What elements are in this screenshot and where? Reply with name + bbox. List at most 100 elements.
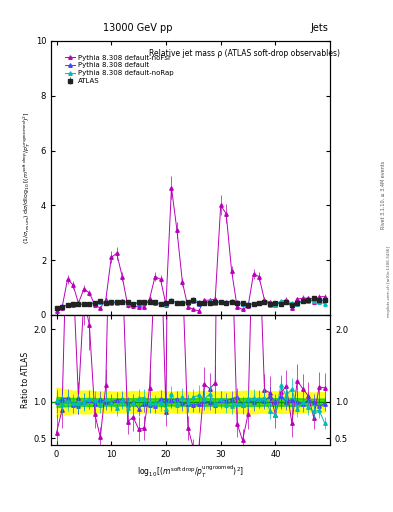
Pythia 8.308 default-noRap (147, 298, 152, 305)
Pythia 8.308 default-noFsr (257, 273, 261, 280)
Pythia 8.308 default-noFsr (131, 303, 136, 309)
Pythia 8.308 default (284, 300, 289, 306)
Pythia 8.308 default (65, 302, 70, 308)
Y-axis label: $(1/\sigma_\mathrm{resum})$ d$\sigma$/d$\log_{10}[(m^\mathrm{soft\,drop}/p_T^\ma: $(1/\sigma_\mathrm{resum})$ d$\sigma$/d$… (22, 112, 33, 244)
Pythia 8.308 default-noFsr (92, 302, 97, 308)
Pythia 8.308 default-noFsr (284, 296, 289, 303)
Pythia 8.308 default (60, 303, 64, 309)
Pythia 8.308 default (219, 298, 223, 305)
Pythia 8.308 default (290, 301, 294, 307)
Pythia 8.308 default-noFsr (322, 293, 327, 300)
Pythia 8.308 default-noFsr (71, 282, 75, 288)
Pythia 8.308 default-noFsr (317, 293, 321, 300)
Pythia 8.308 default (125, 299, 130, 305)
Legend: Pythia 8.308 default-noFsr, Pythia 8.308 default, Pythia 8.308 default-noRap, AT: Pythia 8.308 default-noFsr, Pythia 8.308… (63, 53, 176, 86)
Pythia 8.308 default-noRap (114, 300, 119, 306)
Pythia 8.308 default-noFsr (103, 296, 108, 303)
Pythia 8.308 default-noRap (180, 299, 185, 305)
Pythia 8.308 default-noFsr (273, 302, 278, 308)
Pythia 8.308 default-noFsr (229, 268, 234, 274)
Pythia 8.308 default (251, 301, 256, 307)
Pythia 8.308 default-noFsr (153, 273, 158, 280)
Pythia 8.308 default (196, 301, 201, 307)
Pythia 8.308 default (295, 300, 299, 306)
Pythia 8.308 default (142, 300, 147, 306)
Pythia 8.308 default (306, 296, 310, 302)
Pythia 8.308 default-noRap (153, 299, 158, 305)
Pythia 8.308 default-noRap (295, 301, 299, 307)
Pythia 8.308 default-noRap (163, 301, 168, 307)
Pythia 8.308 default-noRap (98, 299, 103, 305)
Pythia 8.308 default-noRap (235, 301, 239, 307)
X-axis label: $\log_{10}[(m^{\mathrm{soft\,drop}}/p_T^{\mathrm{ungroomed}})^2]$: $\log_{10}[(m^{\mathrm{soft\,drop}}/p_T^… (137, 463, 244, 480)
Pythia 8.308 default-noRap (87, 301, 92, 307)
Pythia 8.308 default-noRap (185, 299, 190, 305)
Pythia 8.308 default (240, 301, 245, 307)
Pythia 8.308 default-noFsr (120, 273, 125, 280)
Pythia 8.308 default-noRap (191, 296, 196, 302)
Pythia 8.308 default-noFsr (109, 254, 114, 261)
Pythia 8.308 default (174, 300, 179, 306)
Pythia 8.308 default (257, 300, 261, 306)
Pythia 8.308 default-noFsr (180, 279, 185, 285)
Pythia 8.308 default (224, 300, 228, 306)
Pythia 8.308 default-noFsr (213, 296, 218, 302)
Pythia 8.308 default-noFsr (219, 202, 223, 208)
Pythia 8.308 default (136, 301, 141, 307)
Pythia 8.308 default (103, 300, 108, 306)
Pythia 8.308 default-noFsr (98, 305, 103, 311)
Pythia 8.308 default-noFsr (306, 295, 310, 301)
Pythia 8.308 default-noRap (219, 298, 223, 305)
Pythia 8.308 default (120, 298, 125, 304)
Pythia 8.308 default-noFsr (235, 304, 239, 310)
Pythia 8.308 default (317, 297, 321, 304)
Pythia 8.308 default-noRap (306, 297, 310, 304)
Pythia 8.308 default-noFsr (169, 184, 174, 190)
Pythia 8.308 default-noFsr (142, 304, 147, 310)
Pythia 8.308 default (300, 298, 305, 304)
Pythia 8.308 default-noRap (136, 298, 141, 305)
Y-axis label: Ratio to ATLAS: Ratio to ATLAS (21, 352, 30, 408)
Text: mcplots.cern.ch [arXiv:1306.3436]: mcplots.cern.ch [arXiv:1306.3436] (387, 246, 391, 317)
Pythia 8.308 default-noFsr (208, 297, 212, 303)
Pythia 8.308 default-noFsr (163, 302, 168, 308)
Pythia 8.308 default-noRap (317, 298, 321, 305)
Pythia 8.308 default (311, 295, 316, 302)
Pythia 8.308 default-noRap (229, 300, 234, 306)
Pythia 8.308 default-noFsr (158, 276, 163, 283)
Pythia 8.308 default (131, 301, 136, 307)
Pythia 8.308 default-noFsr (268, 299, 272, 305)
Pythia 8.308 default-noRap (103, 299, 108, 305)
Pythia 8.308 default (246, 301, 250, 307)
Pythia 8.308 default-noRap (196, 300, 201, 306)
Pythia 8.308 default-noRap (208, 298, 212, 304)
Line: Pythia 8.308 default-noFsr: Pythia 8.308 default-noFsr (55, 186, 326, 313)
Pythia 8.308 default-noFsr (290, 305, 294, 311)
Pythia 8.308 default (71, 302, 75, 308)
Pythia 8.308 default (147, 299, 152, 305)
Pythia 8.308 default-noRap (92, 300, 97, 306)
Pythia 8.308 default-noRap (65, 302, 70, 308)
Pythia 8.308 default-noRap (251, 301, 256, 307)
Line: Pythia 8.308 default: Pythia 8.308 default (55, 296, 326, 310)
Pythia 8.308 default-noRap (71, 301, 75, 307)
Pythia 8.308 default (76, 302, 81, 308)
Pythia 8.308 default-noFsr (191, 306, 196, 312)
Pythia 8.308 default (279, 300, 283, 306)
Pythia 8.308 default-noRap (60, 304, 64, 310)
Pythia 8.308 default (153, 300, 158, 306)
Pythia 8.308 default-noFsr (87, 290, 92, 296)
Pythia 8.308 default-noRap (142, 298, 147, 305)
Pythia 8.308 default-noRap (284, 298, 289, 304)
Pythia 8.308 default-noRap (262, 298, 267, 305)
Pythia 8.308 default (235, 300, 239, 306)
Pythia 8.308 default-noRap (158, 301, 163, 307)
Pythia 8.308 default (98, 298, 103, 304)
Pythia 8.308 default (87, 301, 92, 307)
Pythia 8.308 default-noRap (311, 297, 316, 304)
Pythia 8.308 default (158, 301, 163, 307)
Pythia 8.308 default-noRap (202, 300, 207, 306)
Pythia 8.308 default-noRap (268, 302, 272, 308)
Pythia 8.308 default-noRap (290, 300, 294, 306)
Text: Relative jet mass ρ (ATLAS soft-drop observables): Relative jet mass ρ (ATLAS soft-drop obs… (149, 49, 340, 58)
